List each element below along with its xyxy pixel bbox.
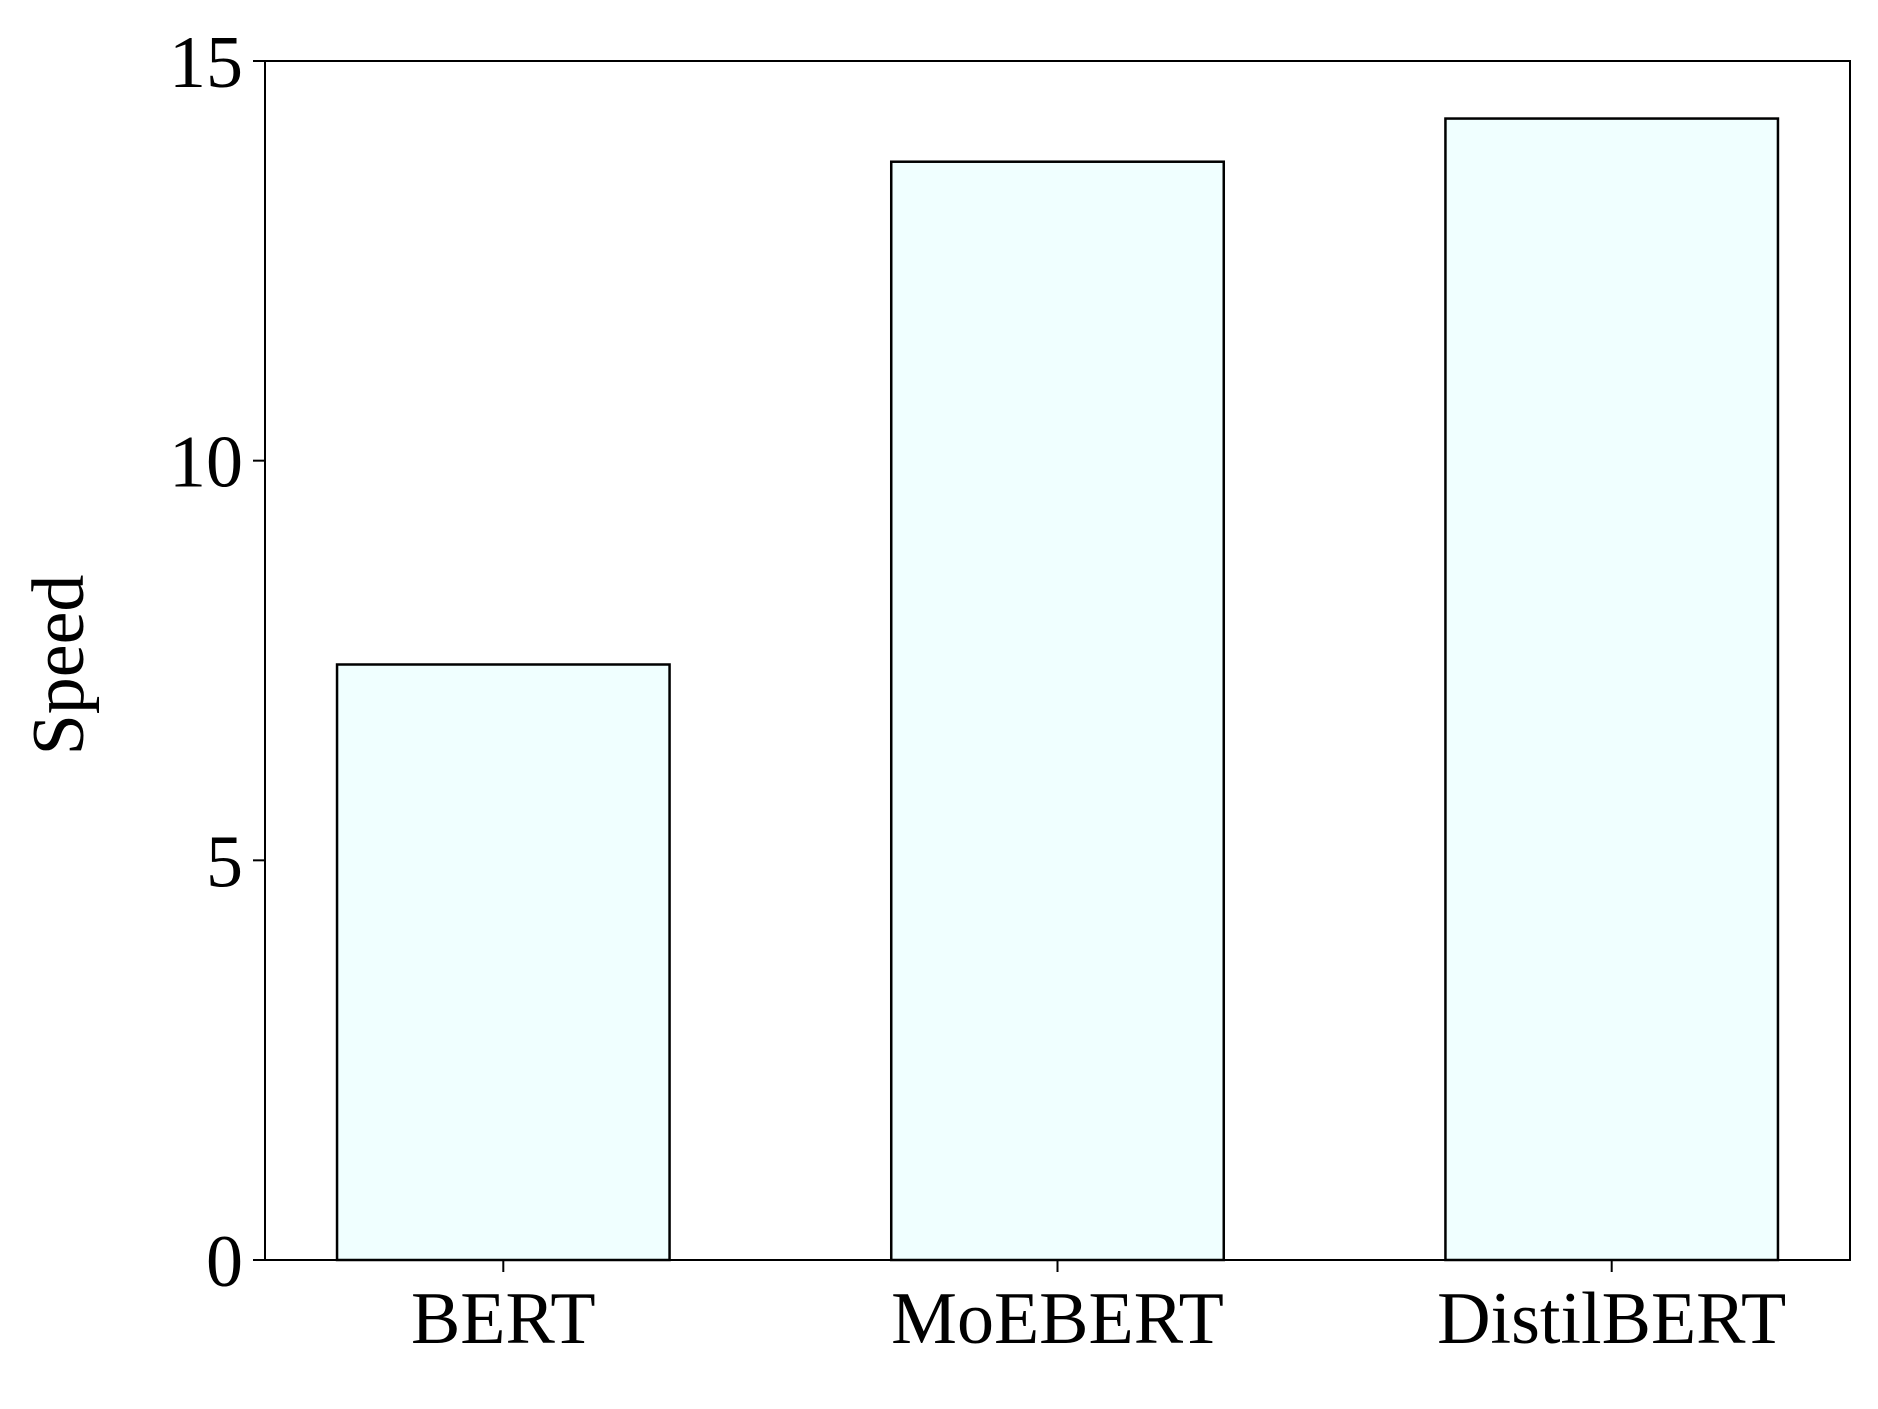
y-axis-label: Speed (18, 575, 100, 756)
bar (335, 663, 671, 1262)
y-tick-label: 0 (206, 1221, 243, 1303)
bar (889, 160, 1226, 1262)
x-tick-label: MoEBERT (891, 1278, 1224, 1360)
plot-frame (264, 60, 1851, 1261)
y-tick-label: 10 (169, 422, 243, 504)
x-tick-label: BERT (411, 1278, 596, 1360)
x-tick-label: DistilBERT (1437, 1278, 1786, 1360)
y-tick-label: 15 (169, 22, 243, 104)
y-tick-label: 5 (206, 821, 243, 903)
bar (1444, 117, 1780, 1262)
